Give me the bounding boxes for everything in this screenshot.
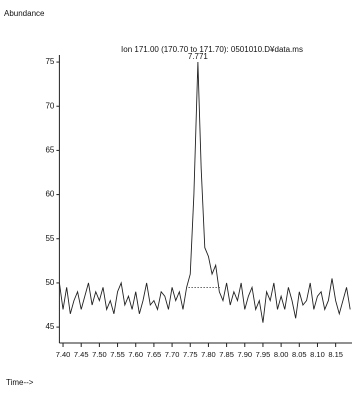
x-tick-label: 7.45 xyxy=(74,350,89,359)
chart-title: Ion 171.00 (170.70 to 171.70): 0501010.D… xyxy=(121,45,303,54)
x-tick-label: 8.15 xyxy=(328,350,343,359)
x-tick-label: 7.85 xyxy=(219,350,234,359)
y-tick-label: 50 xyxy=(45,278,54,287)
y-tick-label: 60 xyxy=(45,190,54,199)
y-tick-label: 75 xyxy=(45,57,54,66)
x-tick-label: 7.70 xyxy=(165,350,180,359)
x-tick-label: 7.80 xyxy=(201,350,216,359)
x-tick-label: 7.90 xyxy=(237,350,252,359)
x-tick-label: 8.00 xyxy=(274,350,289,359)
x-tick-label: 7.50 xyxy=(92,350,107,359)
x-tick-label: 8.10 xyxy=(310,350,325,359)
x-tick-label: 7.55 xyxy=(110,350,125,359)
x-tick-label: 7.95 xyxy=(256,350,271,359)
x-tick-label: 8.05 xyxy=(292,350,307,359)
y-tick-label: 70 xyxy=(45,101,54,110)
y-tick-label: 65 xyxy=(45,146,54,155)
x-tick-label: 7.65 xyxy=(147,350,162,359)
x-tick-label: 7.60 xyxy=(128,350,143,359)
y-axis-label: Abundance xyxy=(4,9,45,18)
y-tick-label: 55 xyxy=(45,234,54,243)
x-tick-label: 7.75 xyxy=(183,350,198,359)
x-axis-label: Time--> xyxy=(6,378,34,387)
y-tick-label: 45 xyxy=(45,322,54,331)
peak-label: 7.771 xyxy=(188,52,209,61)
x-tick-label: 7.40 xyxy=(56,350,71,359)
line-series xyxy=(58,62,351,323)
